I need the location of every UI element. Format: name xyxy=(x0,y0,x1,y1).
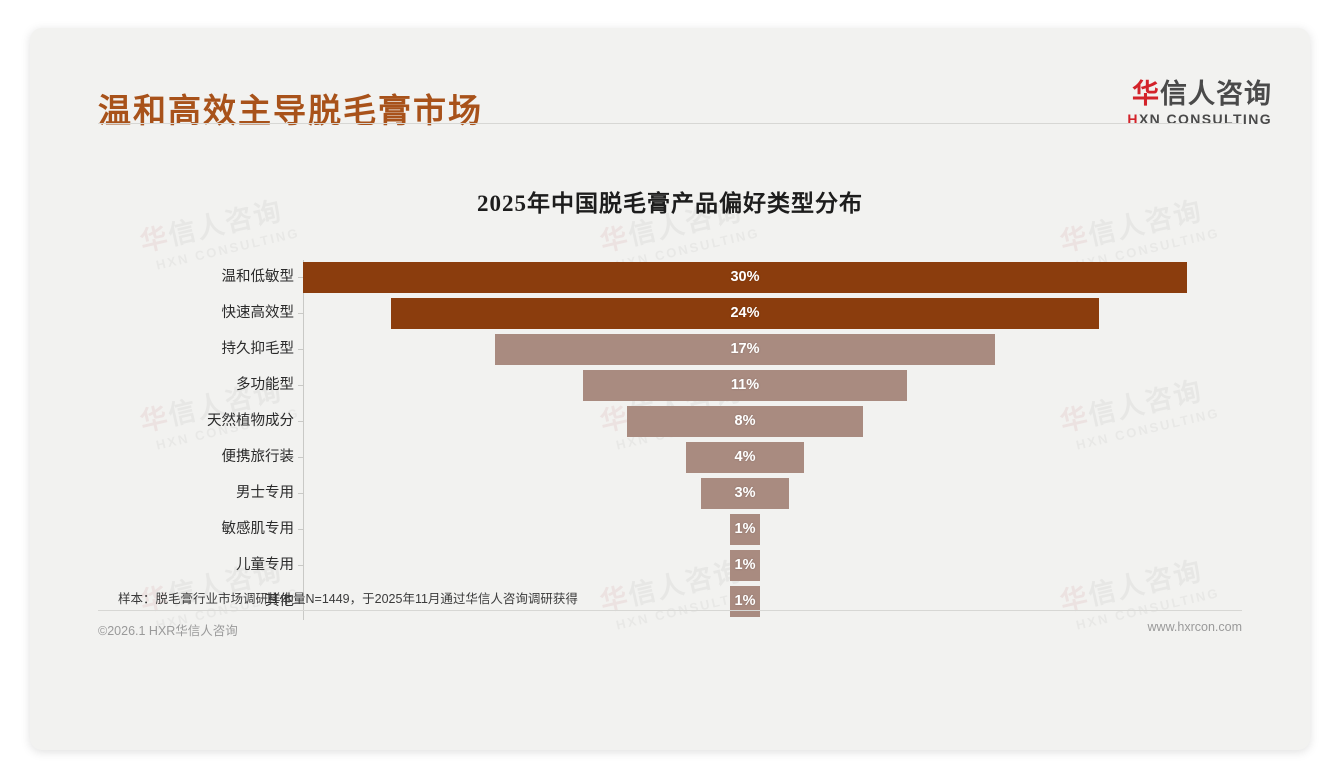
logo-en-rest: XN CONSULTING xyxy=(1138,111,1272,128)
logo-en-accent: H xyxy=(1127,111,1139,128)
chart-row: 持久抑毛型 17% xyxy=(190,332,1190,367)
website-url[interactable]: www.hxrcon.com xyxy=(1147,620,1242,634)
axis-tick xyxy=(298,601,303,602)
category-label: 其他 xyxy=(265,593,294,609)
chart-row: 敏感肌专用 1% xyxy=(190,512,1190,547)
brand-logo: 华信人咨询 HXN CONSULTING xyxy=(1127,79,1272,128)
slide-header: 温和高效主导脱毛膏市场 华信人咨询 HXN CONSULTING xyxy=(30,28,1310,152)
axis-tick xyxy=(298,385,303,386)
bar-value-label: 4% xyxy=(734,449,756,465)
category-label: 男士专用 xyxy=(236,485,294,501)
footer-divider xyxy=(98,610,1242,611)
chart-row: 其他 1% xyxy=(190,584,1190,619)
funnel-bar[interactable]: 1% xyxy=(730,514,760,545)
category-axis-line xyxy=(303,260,304,620)
bar-value-label: 17% xyxy=(730,341,760,357)
header-divider xyxy=(98,123,1242,124)
page-title: 温和高效主导脱毛膏市场 xyxy=(98,92,483,129)
funnel-bar[interactable]: 30% xyxy=(303,262,1187,293)
axis-tick xyxy=(298,349,303,350)
axis-tick xyxy=(298,421,303,422)
chart-row: 天然植物成分 8% xyxy=(190,404,1190,439)
slide-card: 华信人咨询 HXN CONSULTING 华信人咨询 HXN CONSULTIN… xyxy=(30,28,1310,750)
category-label: 天然植物成分 xyxy=(207,413,294,429)
bar-value-label: 8% xyxy=(734,413,756,429)
axis-tick xyxy=(298,493,303,494)
logo-cn-accent: 华 xyxy=(1132,79,1160,109)
bar-value-label: 1% xyxy=(734,593,756,609)
funnel-bar[interactable]: 17% xyxy=(494,334,996,365)
category-label: 敏感肌专用 xyxy=(221,521,295,537)
category-label: 温和低敏型 xyxy=(221,269,295,285)
funnel-bar[interactable]: 3% xyxy=(700,478,790,509)
bar-value-label: 30% xyxy=(730,269,760,285)
funnel-bar[interactable]: 8% xyxy=(627,406,863,437)
chart-row: 多功能型 11% xyxy=(190,368,1190,403)
category-label: 儿童专用 xyxy=(236,557,294,573)
axis-tick xyxy=(298,277,303,278)
category-label: 持久抑毛型 xyxy=(221,341,295,357)
funnel-bar[interactable]: 24% xyxy=(391,298,1099,329)
funnel-bar[interactable]: 1% xyxy=(730,586,760,617)
bar-value-label: 1% xyxy=(734,521,756,537)
category-label: 快速高效型 xyxy=(221,305,295,321)
copyright-text: ©2026.1 HXR华信人咨询 xyxy=(98,624,238,638)
category-label: 多功能型 xyxy=(236,377,294,393)
bar-value-label: 24% xyxy=(730,305,760,321)
chart-title: 2025年中国脱毛膏产品偏好类型分布 xyxy=(477,191,863,216)
logo-cn-rest: 信人咨询 xyxy=(1160,79,1272,109)
bar-value-label: 3% xyxy=(734,485,756,501)
axis-tick xyxy=(298,529,303,530)
chart-row: 快速高效型 24% xyxy=(190,296,1190,331)
chart-row: 温和低敏型 30% xyxy=(190,260,1190,295)
bar-value-label: 11% xyxy=(730,377,760,393)
category-label: 便携旅行装 xyxy=(221,449,295,465)
funnel-bar[interactable]: 11% xyxy=(582,370,908,401)
axis-tick xyxy=(298,313,303,314)
footnote: 样本：脱毛膏行业市场调研样本量N=1449，于2025年11月通过华信人咨询调研… xyxy=(118,592,578,606)
axis-tick xyxy=(298,565,303,566)
chart-row: 儿童专用 1% xyxy=(190,548,1190,583)
bar-value-label: 1% xyxy=(734,557,756,573)
chart-row: 男士专用 3% xyxy=(190,476,1190,511)
chart-container: 2025年中国脱毛膏产品偏好类型分布 温和低敏型 30% 快速高效型 24% 持久抑毛型… xyxy=(30,152,1310,672)
funnel-bar[interactable]: 1% xyxy=(730,550,760,581)
funnel-plot: 温和低敏型 30% 快速高效型 24% 持久抑毛型 17% 多功能型 11% 天然植物成分 8% 便… xyxy=(190,260,1190,620)
axis-tick xyxy=(298,457,303,458)
chart-row: 便携旅行装 4% xyxy=(190,440,1190,475)
funnel-bar[interactable]: 4% xyxy=(686,442,804,473)
